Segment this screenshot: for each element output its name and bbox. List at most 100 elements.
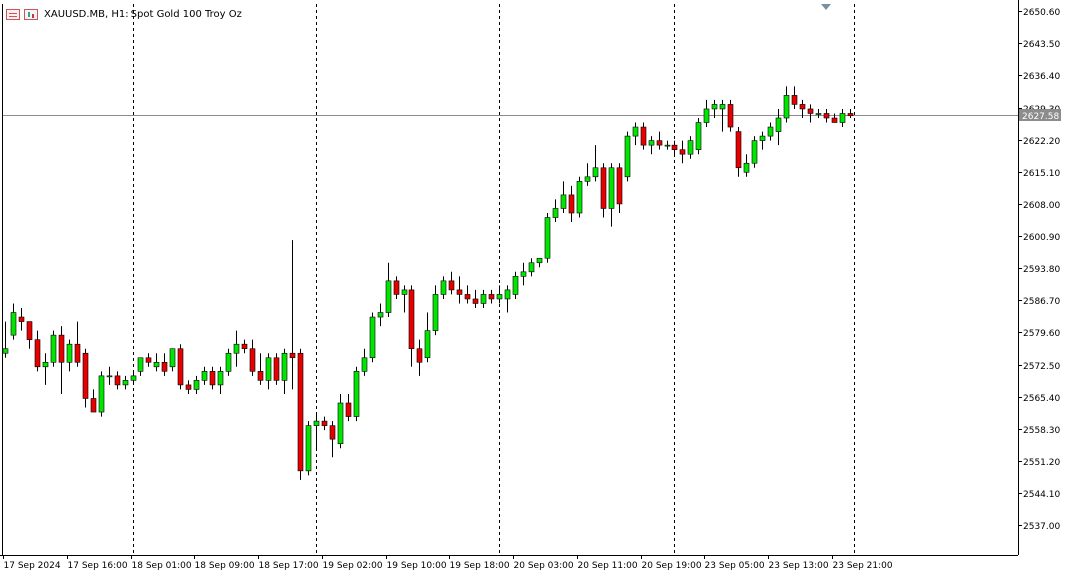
- candle: [257, 353, 264, 385]
- price-axis[interactable]: 2650.602643.502636.402629.302622.202615.…: [1018, 8, 1060, 532]
- candle: [122, 375, 129, 390]
- candle-body: [353, 371, 360, 417]
- current-price-tag-box: [1019, 109, 1061, 121]
- candle-body: [106, 375, 113, 378]
- candle: [233, 330, 240, 367]
- candle: [145, 353, 152, 367]
- candle: [337, 393, 344, 449]
- candle-body: [703, 108, 710, 123]
- candle-body: [544, 217, 551, 259]
- candle: [385, 262, 392, 318]
- candle-body: [408, 289, 415, 350]
- candle: [560, 181, 567, 213]
- candle: [297, 348, 304, 480]
- candle: [169, 348, 176, 372]
- candle-body: [488, 294, 495, 300]
- candle-body: [90, 398, 97, 413]
- price-tick-label: 2565.40: [1023, 394, 1060, 404]
- candle: [608, 163, 615, 227]
- candle: [679, 140, 686, 164]
- price-tick-label: 2572.50: [1023, 362, 1060, 372]
- candle: [58, 326, 65, 394]
- candles-icon[interactable]: [24, 8, 38, 20]
- time-axis[interactable]: 17 Sep 2024 17 Sep 16:00 18 Sep 01:00 18 Se…: [3, 555, 893, 571]
- candle: [98, 371, 105, 417]
- candle: [329, 421, 336, 458]
- time-tick-label: 19 Sep 10:00: [387, 561, 447, 571]
- candle: [775, 108, 782, 146]
- candle-body: [568, 194, 575, 214]
- candle: [66, 339, 73, 372]
- candle: [847, 108, 854, 118]
- candle: [823, 108, 830, 123]
- candle: [393, 276, 400, 299]
- candle: [137, 357, 144, 376]
- price-tick-label: 2650.60: [1023, 8, 1060, 18]
- time-tick-label: 19 Sep 18:00: [450, 561, 510, 571]
- time-tick-label: 20 Sep 03:00: [514, 561, 574, 571]
- candle-body: [177, 348, 184, 386]
- candle: [504, 285, 511, 313]
- candle: [656, 131, 663, 150]
- candle-body: [122, 380, 129, 386]
- candle: [106, 366, 113, 385]
- candle-body: [791, 95, 798, 105]
- candle: [727, 99, 734, 132]
- candle: [743, 154, 750, 177]
- candle: [695, 118, 702, 155]
- candle-body: [26, 321, 33, 340]
- candle-body: [209, 371, 216, 386]
- candle-body: [735, 131, 742, 169]
- candle: [249, 339, 256, 376]
- time-tick-label: 17 Sep 16:00: [68, 561, 128, 571]
- scroll-marker-icon[interactable]: [821, 4, 831, 10]
- candle: [839, 108, 846, 128]
- current-price-tag: 2627.58: [1019, 109, 1061, 122]
- candle: [353, 366, 360, 422]
- time-tick-label: 20 Sep 19:00: [642, 561, 702, 571]
- time-tick-label: 19 Sep 02:00: [323, 561, 383, 571]
- candle: [703, 99, 710, 128]
- candle: [416, 339, 423, 376]
- candle-body: [337, 402, 344, 445]
- candle-body: [839, 113, 846, 123]
- price-tick-label: 2558.30: [1023, 426, 1060, 436]
- candle: [241, 339, 248, 354]
- candle-body: [98, 375, 105, 413]
- candle: [26, 321, 33, 349]
- candle-body: [456, 289, 463, 295]
- candle-body: [528, 262, 535, 273]
- candle: [791, 86, 798, 109]
- candle: [177, 344, 184, 390]
- candle-body: [385, 280, 392, 313]
- candle: [536, 257, 543, 268]
- candle-body: [305, 425, 312, 472]
- candle-body: [480, 294, 487, 304]
- candle-body: [823, 113, 830, 119]
- candle-body: [10, 312, 17, 336]
- candle: [130, 371, 137, 385]
- chart-window-icon[interactable]: [6, 8, 20, 20]
- candle-body: [775, 117, 782, 132]
- candle: [74, 321, 81, 367]
- price-tick-label: 2608.00: [1023, 201, 1060, 211]
- candle: [576, 176, 583, 218]
- candle-body: [58, 334, 65, 363]
- candle-body: [74, 343, 81, 363]
- price-tick-label: 2593.80: [1023, 265, 1060, 275]
- candle-body: [377, 312, 384, 318]
- candle-body: [711, 104, 718, 110]
- candle: [185, 380, 192, 394]
- candle: [600, 163, 607, 218]
- candle-body: [82, 352, 89, 399]
- candle-body: [249, 348, 256, 372]
- candle: [456, 276, 463, 304]
- candle-body: [201, 371, 208, 381]
- candle: [209, 366, 216, 390]
- candle-body: [751, 140, 758, 164]
- price-tick-label: 2600.90: [1023, 233, 1060, 243]
- day-separators: [133, 4, 855, 555]
- candle-body: [560, 194, 567, 209]
- candle: [759, 131, 766, 150]
